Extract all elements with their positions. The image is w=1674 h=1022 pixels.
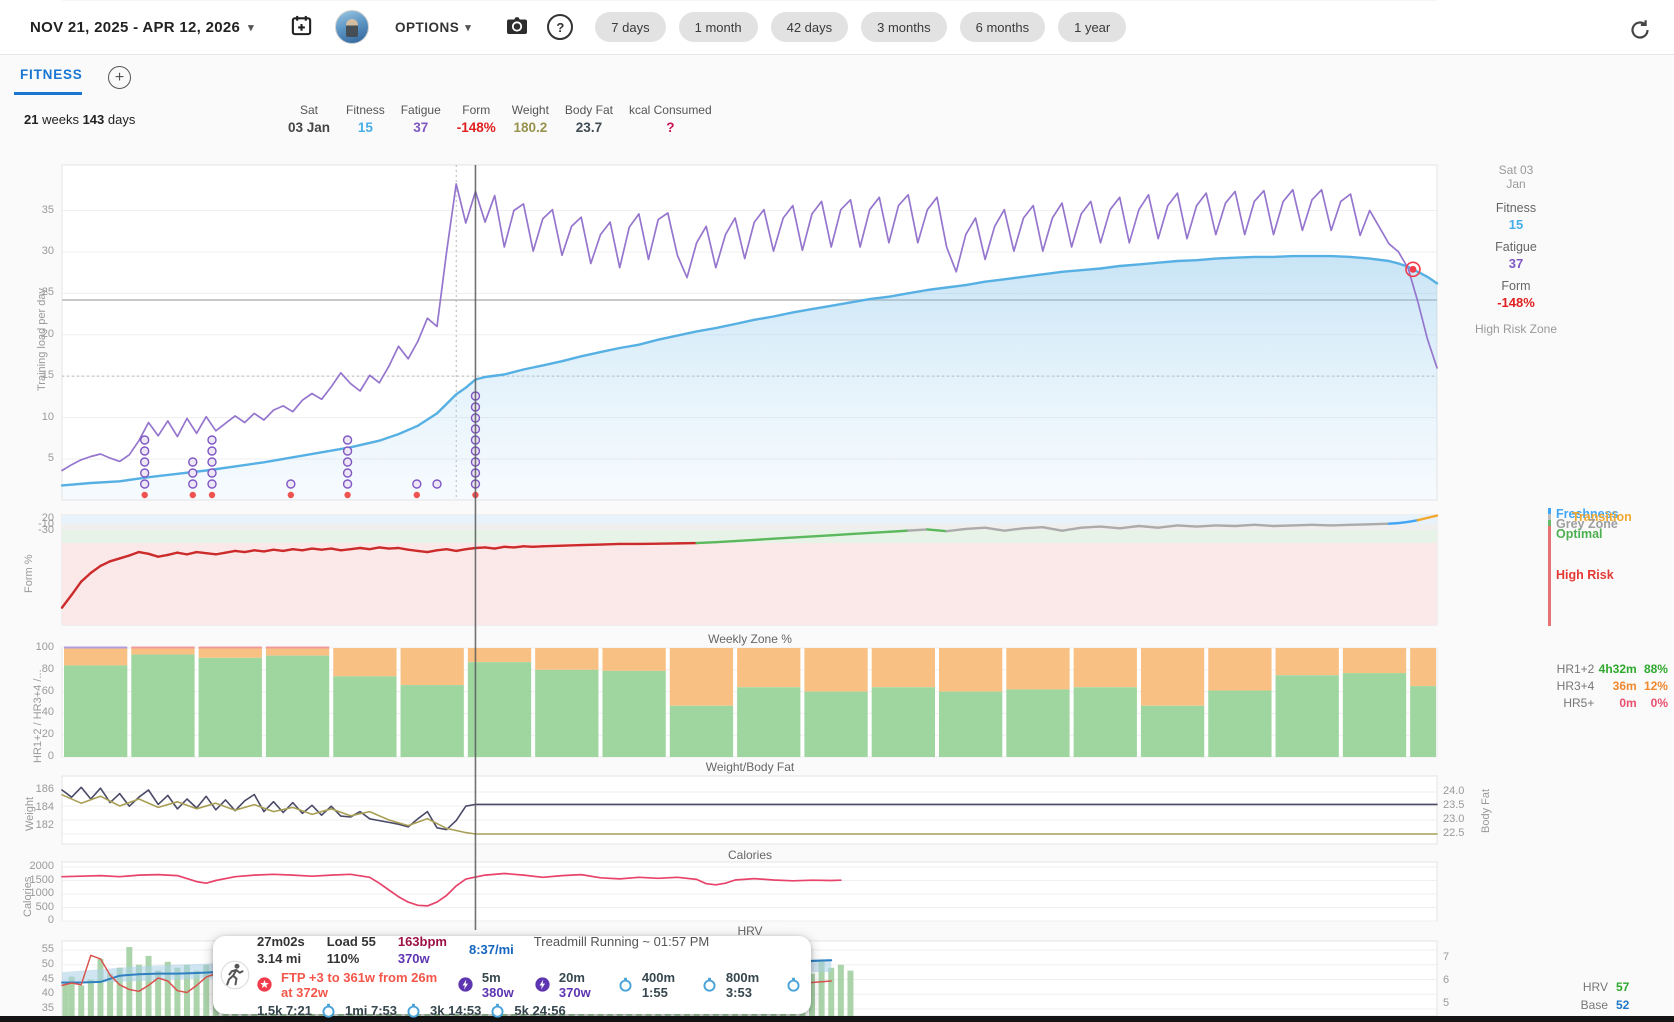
effort-text: 20m 370w (559, 970, 609, 1000)
activity-distance: 3.14 mi (257, 950, 305, 967)
effort-text: 5m 380w (482, 970, 526, 1000)
stopwatch-icon (702, 977, 717, 992)
risk-zone-label: High Risk Zone (1448, 322, 1584, 336)
running-activity-icon (213, 960, 257, 990)
stopwatch-icon (321, 1003, 336, 1018)
effort-text: 1.5k 7:21 (257, 1003, 312, 1018)
stopwatch-icon (406, 1003, 421, 1018)
best-efforts-row: FTP +3 to 361w from 26m at 372w 5m 380w 20… (257, 970, 801, 1000)
ftp-note: FTP +3 to 361w from 26m at 372w (281, 970, 449, 1000)
effort-text: 3k 14:53 (430, 1003, 481, 1018)
selected-date: Sat 03Jan (1448, 163, 1584, 191)
activity-load: Load 55 (327, 933, 376, 950)
activity-pace: 8:37/mi (469, 942, 514, 957)
hr-power: 163bpm 370w (398, 933, 447, 967)
activity-heart-rate: 163bpm (398, 933, 447, 950)
duration-distance: 27m02s 3.14 mi (257, 933, 305, 967)
stopwatch-icon (618, 977, 633, 992)
tooltip-body: 27m02s 3.14 mi Load 55 110% 163bpm 370w … (257, 933, 811, 1018)
window-edge (0, 1016, 1674, 1022)
effort-text: 400m 1:55 (642, 970, 693, 1000)
stopwatch-icon (786, 977, 801, 992)
effort-text: 5k 24:56 (514, 1003, 565, 1018)
activity-intensity: 110% (327, 950, 376, 967)
effort-text: 800m 3:53 (726, 970, 777, 1000)
ftp-star-icon (257, 977, 272, 992)
power-effort-icon (458, 977, 473, 992)
activity-title: Treadmill Running ~ 01:57 PM (534, 933, 709, 950)
best-paces-row: 1.5k 7:21 1mi 7:53 3k 14:53 5k 24:56 (257, 1003, 801, 1018)
fitness-dashboard: { "topbar": { "date_range": "NOV 21, 202… (0, 0, 1674, 1022)
charts-canvas[interactable] (0, 0, 1674, 1022)
stopwatch-icon (490, 1003, 505, 1018)
activity-power: 370w (398, 950, 447, 967)
power-effort-icon (535, 977, 550, 992)
activity-duration: 27m02s (257, 933, 305, 950)
activity-tooltip: 27m02s 3.14 mi Load 55 110% 163bpm 370w … (213, 936, 811, 1014)
effort-text: 1mi 7:53 (345, 1003, 397, 1018)
load-intensity: Load 55 110% (327, 933, 376, 967)
